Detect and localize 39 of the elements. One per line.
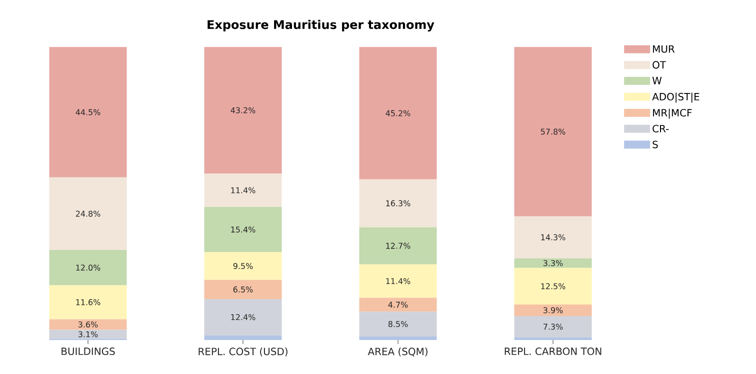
legend-label: MR|MCF	[653, 108, 692, 119]
bar	[49, 177, 127, 250]
bar	[514, 46, 592, 216]
bar	[204, 206, 282, 252]
bar	[204, 46, 282, 174]
bar	[359, 336, 437, 340]
bar	[514, 337, 592, 340]
bar	[514, 216, 592, 258]
bar	[204, 252, 282, 280]
legend-label: ADO|ST|E	[652, 92, 700, 103]
legend-label: CR-	[652, 124, 669, 132]
bar	[359, 179, 437, 228]
bar	[359, 264, 437, 298]
x-tick-label: REPL. COST (USD)	[198, 348, 288, 356]
bar	[514, 316, 592, 338]
bar	[49, 319, 127, 330]
bar	[359, 46, 437, 180]
bar	[49, 250, 127, 286]
bar	[514, 268, 592, 305]
bar	[204, 298, 282, 336]
bar	[204, 280, 282, 299]
legend-label: OT	[652, 61, 666, 69]
x-tick-label: BUILDINGS	[62, 348, 115, 356]
bar	[514, 258, 592, 268]
x-tick-label: REPL. CARBON TON	[504, 348, 602, 356]
legend-label: MUR	[653, 45, 675, 53]
bar	[204, 335, 282, 340]
bar	[49, 46, 127, 178]
legend-label: S	[652, 140, 658, 148]
bar	[204, 174, 282, 207]
x-tick-label: AREA (SQM)	[368, 348, 428, 356]
bar	[49, 285, 127, 320]
bar	[359, 227, 437, 264]
bar	[514, 304, 592, 316]
bar	[359, 312, 437, 336]
legend-label: W	[652, 76, 662, 84]
chart-title: Exposure Mauritius per taxonomy	[208, 20, 434, 32]
bar	[359, 298, 437, 312]
bar	[49, 330, 127, 339]
